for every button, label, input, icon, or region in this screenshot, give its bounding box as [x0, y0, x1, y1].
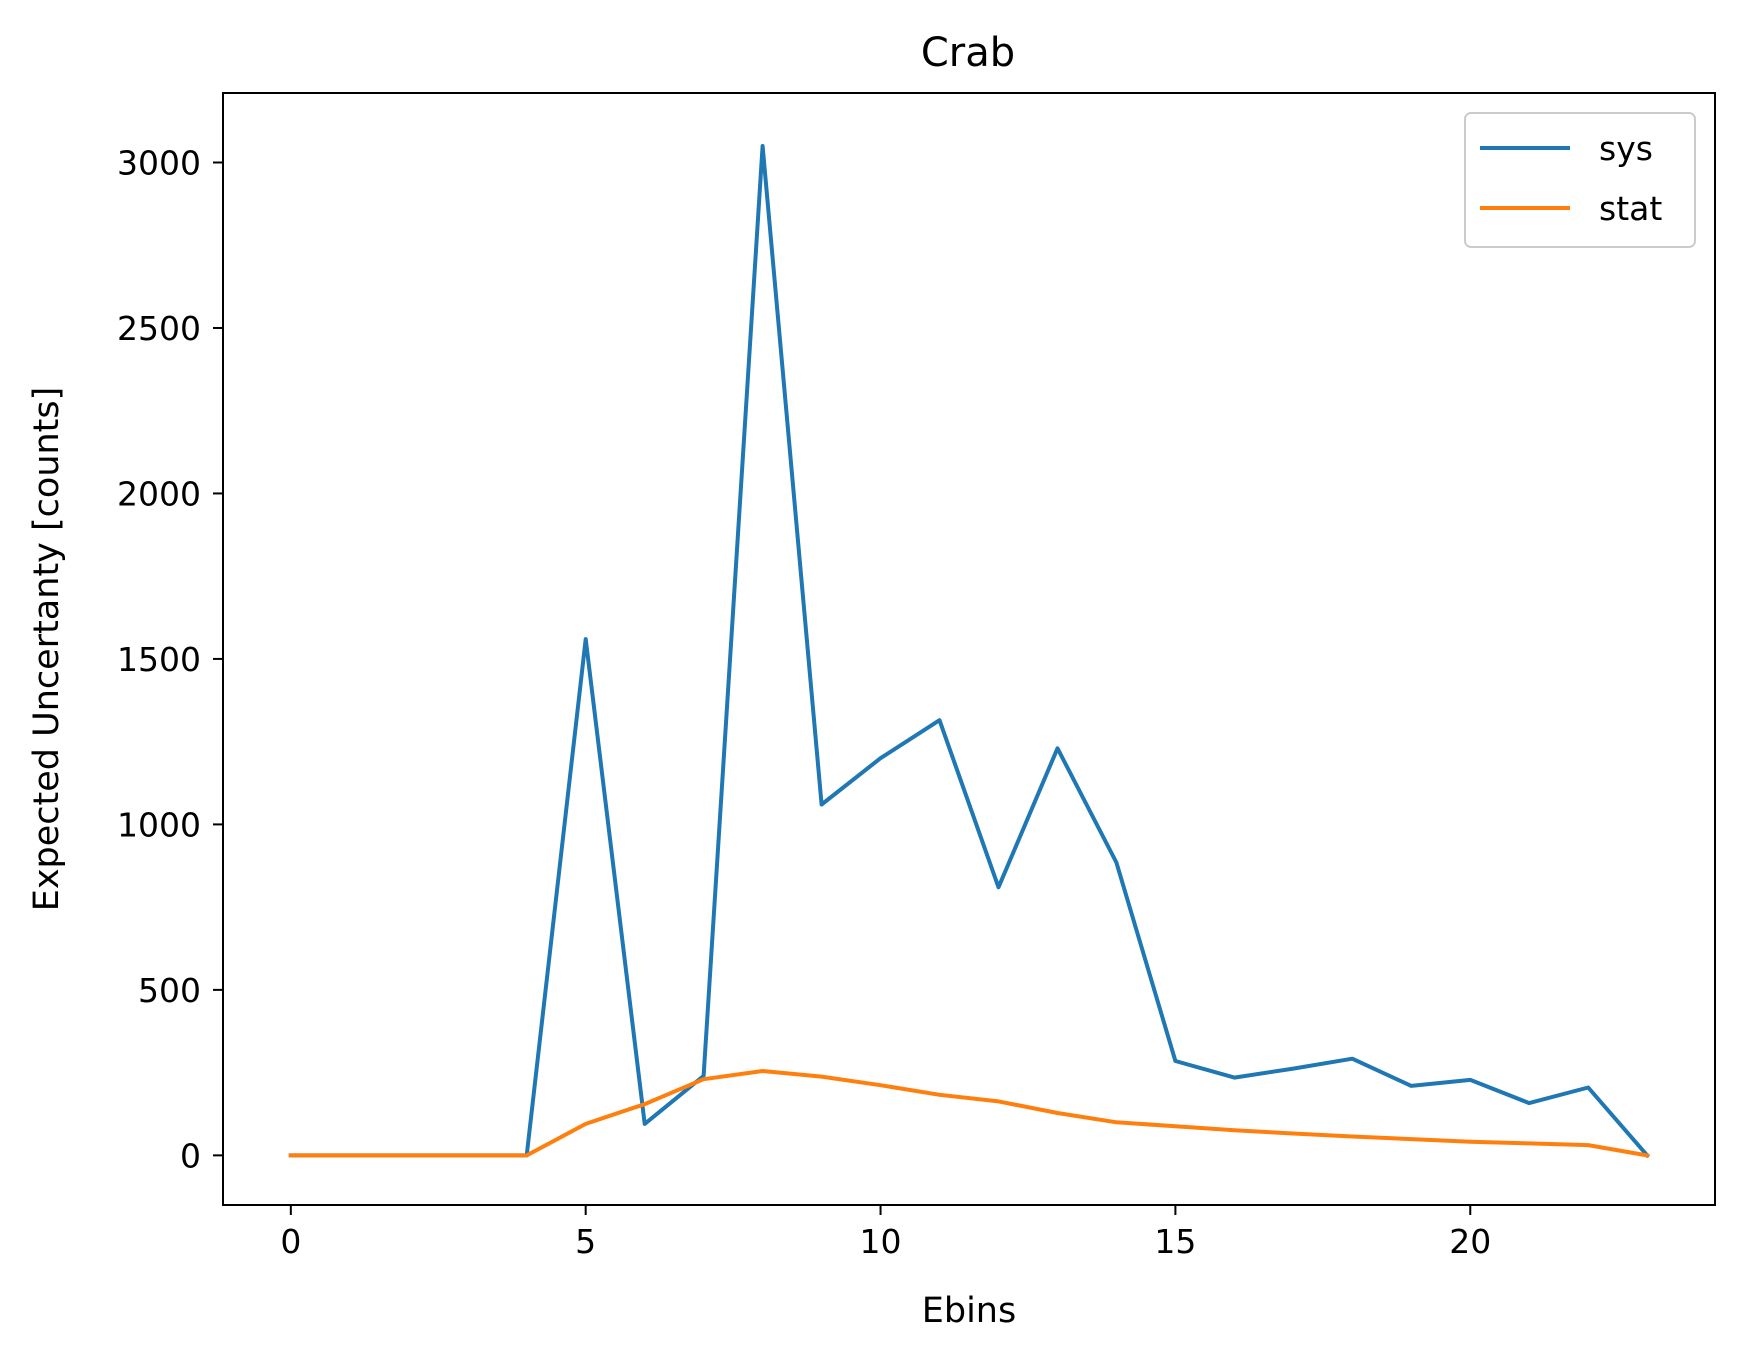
y-axis-label: Expected Uncertanty [counts]: [27, 387, 67, 912]
series-lines: [288, 144, 1651, 1159]
y-tick-label: 0: [180, 1136, 201, 1175]
x-tick-label: 5: [575, 1222, 596, 1261]
chart-title: Crab: [921, 30, 1015, 76]
y-tick-label: 500: [138, 971, 201, 1010]
y-tick-label: 3000: [117, 144, 201, 183]
x-tick-label: 20: [1449, 1222, 1491, 1261]
y-tick-label: 1500: [117, 640, 201, 679]
x-axis-label: Ebins: [922, 1291, 1016, 1331]
x-tick-label: 10: [860, 1222, 902, 1261]
y-tick-label: 2500: [117, 309, 201, 348]
legend-label-sys: sys: [1599, 129, 1653, 168]
legend: sys stat: [1464, 112, 1696, 248]
y-axis: 0 500 1000 1500 2000 2500 3000: [117, 144, 223, 1175]
x-tick-label: 15: [1154, 1222, 1196, 1261]
legend-label-stat: stat: [1599, 189, 1662, 228]
plot-frame: [222, 92, 1716, 1206]
plot-area: [223, 93, 1715, 1205]
series-line-stat: [288, 1069, 1650, 1158]
y-tick-label: 1000: [117, 805, 201, 844]
x-axis: 0 5 10 15 20: [280, 1205, 1491, 1261]
y-tick-label: 2000: [117, 474, 201, 513]
x-tick-label: 0: [280, 1222, 301, 1261]
